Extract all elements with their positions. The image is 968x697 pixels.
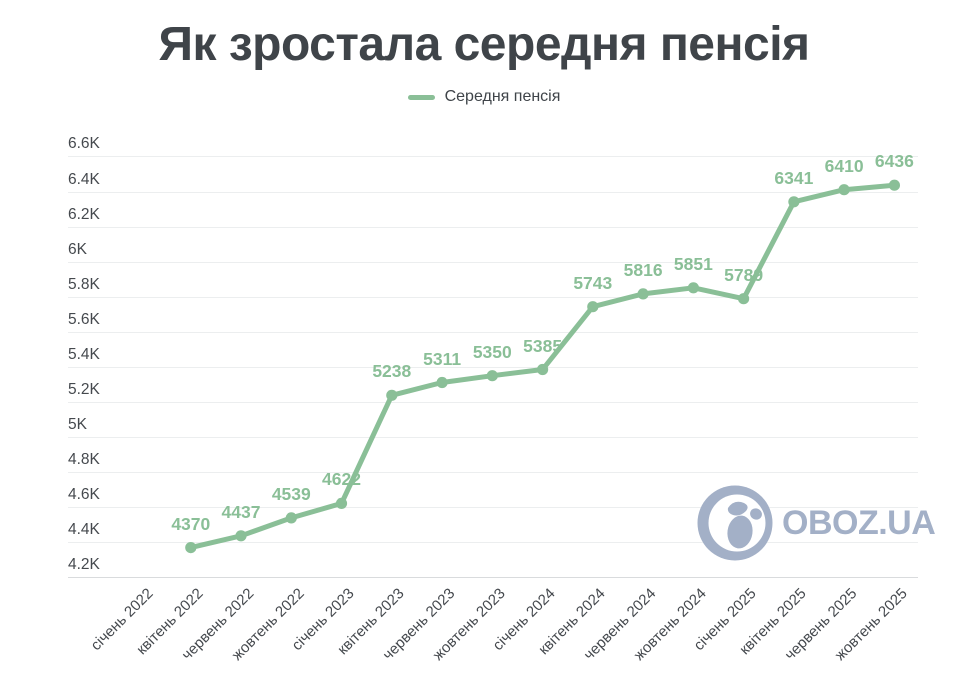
y-tick-label: 6.4K (68, 170, 100, 188)
data-point-label: 5851 (673, 253, 713, 274)
data-point-label: 4370 (171, 513, 211, 534)
gridline (68, 191, 918, 193)
data-point (587, 301, 599, 313)
y-tick-label: 5.8K (68, 275, 100, 293)
y-tick-label: 5K (68, 416, 87, 434)
data-point (637, 288, 649, 300)
data-point-label: 5385 (523, 335, 563, 356)
data-point-label: 4539 (271, 483, 311, 504)
data-point (486, 370, 498, 382)
data-point-label: 4622 (322, 469, 361, 490)
data-point (687, 282, 700, 294)
data-point (537, 363, 549, 376)
data-point (738, 293, 750, 305)
gridline (68, 261, 918, 263)
data-point-label: 5789 (724, 264, 764, 285)
data-point-label: 6410 (824, 155, 864, 176)
data-point (386, 389, 398, 401)
legend-line-swatch (407, 94, 435, 100)
y-tick-label: 4.8K (68, 451, 100, 469)
oboz-watermark: OBOZ.UA (696, 484, 936, 562)
gridline (68, 366, 918, 368)
data-point (436, 376, 448, 389)
gridline (68, 156, 918, 158)
data-point (888, 179, 901, 191)
gridline (68, 577, 918, 579)
y-tick-label: 5.4K (68, 345, 100, 363)
y-tick-label: 6.2K (68, 205, 100, 223)
legend: Середня пенсія (0, 86, 968, 108)
y-tick-label: 4.4K (68, 521, 100, 539)
gridline (68, 437, 918, 439)
data-point-label: 5350 (472, 341, 512, 362)
data-point (788, 196, 800, 208)
y-tick-label: 4.6K (68, 486, 100, 504)
data-point-label: 6341 (774, 167, 814, 188)
y-tick-label: 5.2K (68, 381, 100, 398)
data-point-label: 6436 (874, 151, 914, 172)
data-point (838, 184, 850, 196)
gridline (68, 472, 918, 474)
data-point (235, 530, 247, 542)
gridline (68, 226, 918, 228)
chart-title: Як зростала середня пенсія (158, 18, 810, 71)
data-point (285, 512, 297, 524)
y-tick-label: 5.6K (68, 310, 100, 328)
y-tick-label: 6K (68, 240, 87, 258)
data-point-label: 5311 (423, 348, 462, 369)
data-point-label: 4437 (221, 501, 261, 522)
legend-label: Середня пенсія (444, 88, 561, 105)
y-tick-label: 6.6K (68, 135, 100, 153)
data-point-label: 5743 (573, 272, 613, 293)
globe-icon (697, 485, 773, 561)
data-point (185, 542, 197, 554)
watermark-text: OBOZ.UA (782, 503, 936, 542)
data-point-label: 5238 (372, 361, 412, 382)
gridline (68, 331, 918, 333)
gridline (68, 296, 918, 298)
y-tick-label: 4.2K (68, 556, 100, 574)
data-point-label: 5816 (623, 259, 663, 280)
gridline (68, 402, 918, 403)
